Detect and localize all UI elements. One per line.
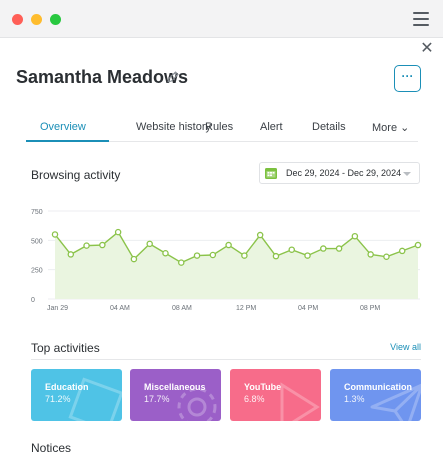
edit-pencil-icon[interactable] — [166, 70, 180, 84]
education-pattern-icon — [68, 377, 122, 421]
data-point — [225, 241, 232, 249]
chevron-down-icon — [403, 172, 411, 176]
data-point — [351, 232, 359, 240]
data-point — [256, 231, 264, 239]
data-point — [288, 246, 295, 253]
activity-card-value: 17.7% — [144, 394, 170, 404]
x-tick-label: 08 PM — [360, 305, 380, 312]
window-minimize-button[interactable] — [31, 14, 42, 25]
more-options-button[interactable]: ··· — [394, 65, 421, 92]
tab-alert[interactable]: Alert — [260, 121, 283, 133]
active-tab-indicator — [26, 140, 109, 142]
activity-card-value: 1.3% — [344, 394, 365, 404]
data-point — [383, 253, 390, 261]
tab-details[interactable]: Details — [312, 121, 346, 133]
data-point — [367, 251, 374, 258]
view-all-link[interactable]: View all — [390, 342, 421, 352]
browsing-activity-chart: 0 250 500 750 Jan 29 04 AM 08 AM 12 PM 04 PM 08 P… — [31, 209, 422, 312]
section-divider — [31, 359, 421, 360]
tab-more[interactable]: More ⌄ — [372, 122, 410, 134]
activity-card-education[interactable]: Education 71.2% — [31, 369, 122, 421]
x-tick-label: 04 PM — [298, 305, 318, 312]
tab-overview[interactable]: Overview — [40, 121, 86, 133]
data-point — [241, 252, 248, 259]
tab-bar: Overview Website history Rules Alert Det… — [26, 114, 418, 142]
data-point — [83, 242, 90, 249]
browsing-activity-title: Browsing activity — [31, 168, 121, 182]
x-tick-label: 04 AM — [110, 305, 130, 312]
window-titlebar — [0, 0, 443, 38]
data-point — [178, 259, 185, 266]
x-tick-label: 12 PM — [236, 305, 256, 312]
close-icon[interactable]: ✕ — [420, 40, 434, 57]
miscellaneous-pattern-icon — [177, 387, 217, 421]
top-activities-title: Top activities — [31, 341, 100, 355]
date-range-picker[interactable]: Dec 29, 2024 - Dec 29, 2024 — [259, 162, 420, 184]
activity-card-miscellaneous[interactable]: Miscellaneous 17.7% — [130, 369, 221, 421]
data-point — [146, 240, 153, 248]
data-point — [67, 251, 75, 258]
window-close-button[interactable] — [12, 14, 23, 25]
window-maximize-button[interactable] — [50, 14, 61, 25]
page-title: Samantha Meadows — [16, 67, 189, 87]
activity-card-title: Miscellaneous — [144, 382, 206, 392]
activity-card-title: YouTube — [244, 382, 282, 392]
data-point — [272, 252, 280, 260]
data-point — [99, 241, 106, 249]
hamburger-menu-icon[interactable] — [413, 12, 429, 26]
calendar-icon — [265, 168, 277, 179]
data-point — [209, 251, 217, 259]
data-point — [130, 255, 138, 263]
notices-title: Notices — [31, 441, 72, 455]
data-point — [162, 249, 169, 257]
activity-card-youtube[interactable]: YouTube 6.8% — [230, 369, 321, 421]
data-point — [304, 252, 311, 259]
data-point — [114, 228, 122, 236]
activity-card-title: Communication — [344, 382, 413, 392]
x-tick-label: 08 AM — [172, 305, 192, 312]
x-tick-label: Jan 29 — [47, 305, 68, 312]
date-range-value: Dec 29, 2024 - Dec 29, 2024 — [286, 168, 402, 178]
activity-card-value: 6.8% — [244, 394, 265, 404]
activity-card-value: 71.2% — [45, 394, 71, 404]
y-tick-label: 250 — [31, 268, 43, 275]
data-point — [51, 231, 59, 238]
area-fill — [55, 232, 418, 299]
y-tick-label: 750 — [31, 209, 43, 216]
activity-card-title: Education — [45, 382, 89, 392]
series-line — [54, 231, 419, 264]
y-tick-label: 0 — [31, 297, 35, 304]
data-point — [398, 247, 406, 255]
data-point — [193, 252, 201, 259]
data-point — [320, 245, 327, 252]
data-point — [414, 241, 422, 249]
y-tick-label: 500 — [31, 238, 43, 245]
activity-card-communication[interactable]: Communication 1.3% — [330, 369, 421, 421]
data-point — [335, 245, 343, 252]
youtube-play-icon — [280, 382, 320, 421]
tab-rules[interactable]: Rules — [205, 121, 234, 133]
paper-plane-icon — [370, 383, 421, 421]
tab-website-history[interactable]: Website history — [136, 121, 211, 133]
